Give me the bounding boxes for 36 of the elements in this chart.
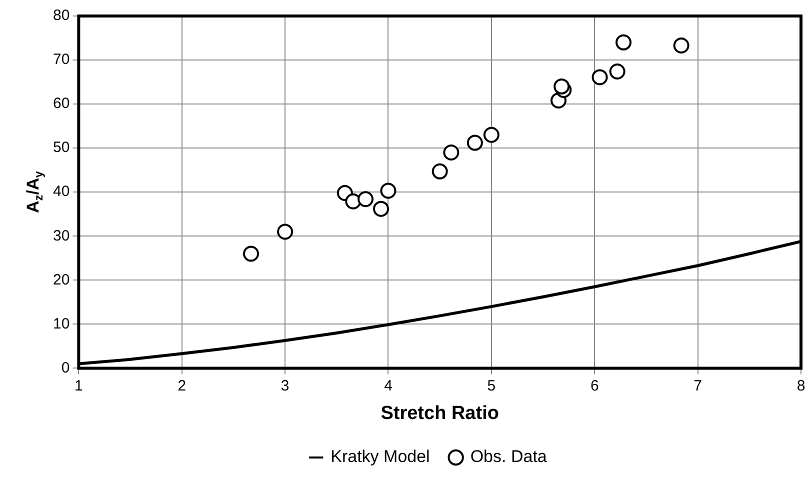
x-tick-label: 6 xyxy=(590,377,599,394)
point xyxy=(277,224,294,240)
y-tick-label: 10 xyxy=(52,315,70,332)
point xyxy=(466,134,483,151)
point xyxy=(243,246,260,262)
y-tick-label: 70 xyxy=(52,51,70,68)
point xyxy=(358,191,374,208)
y-tick-label: 20 xyxy=(52,271,70,288)
point xyxy=(380,182,396,199)
x-tick-label: 1 xyxy=(74,377,83,394)
x-tick-label: 4 xyxy=(384,377,392,394)
point xyxy=(554,78,570,94)
y-tick-label: 50 xyxy=(52,139,70,156)
x-tick-label: 7 xyxy=(694,377,702,394)
point xyxy=(609,63,626,80)
x-tick-label: 5 xyxy=(487,377,496,394)
point xyxy=(483,126,500,143)
y-tick-label: 0 xyxy=(61,359,70,376)
x-tick-label: 3 xyxy=(280,377,290,394)
point xyxy=(673,37,690,54)
legend-label: Obs. Data xyxy=(470,447,548,466)
point xyxy=(345,193,362,210)
y-tick-label: 30 xyxy=(52,227,70,244)
y-tick-label: 80 xyxy=(52,7,70,24)
point xyxy=(373,200,390,217)
point xyxy=(432,163,448,180)
x-tick-label: 8 xyxy=(796,377,806,394)
y-tick-label: 60 xyxy=(52,95,70,112)
point xyxy=(616,34,632,50)
y-axis-title: Az/Ay xyxy=(24,170,46,214)
x-tick-label: 2 xyxy=(178,377,186,394)
point xyxy=(443,144,460,160)
point xyxy=(592,69,608,86)
y-tick-label: 40 xyxy=(52,183,70,200)
x-axis-title: Stretch Ratio xyxy=(380,402,499,424)
legend-label: Kratky Model xyxy=(330,447,430,466)
